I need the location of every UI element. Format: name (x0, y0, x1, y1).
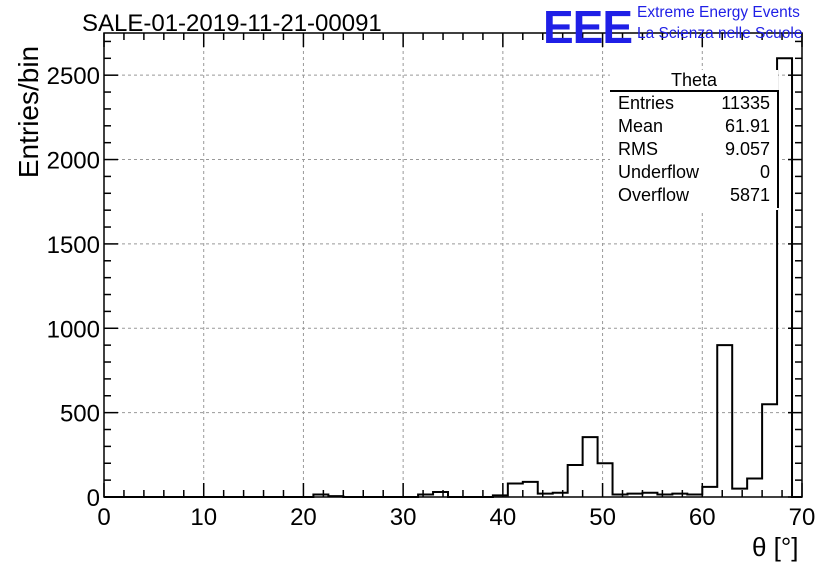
stats-row-rms: RMS 9.057 (618, 139, 770, 161)
stats-title-rule (610, 90, 778, 92)
stats-label: Entries (618, 93, 675, 113)
stats-value: 9.057 (724, 139, 770, 159)
stats-row-underflow: Underflow 0 (618, 162, 770, 184)
stats-value: 5871 (729, 185, 770, 205)
y-tick-label: 2500 (47, 63, 100, 90)
x-tick-label: 20 (290, 504, 317, 531)
stats-row-entries: Entries 11335 (618, 93, 770, 115)
grid-lines (104, 33, 802, 497)
x-tick-label: 40 (490, 504, 517, 531)
y-tick-label: 0 (87, 485, 100, 512)
stats-right-border (777, 90, 779, 208)
stats-value: 0 (759, 162, 770, 182)
stats-label: Underflow (618, 162, 700, 182)
y-axis-label: Entries/bin (13, 45, 44, 179)
logo-line-2: La Scienza nelle Scuole (637, 25, 803, 42)
stats-label: Overflow (618, 185, 690, 205)
y-tick-label: 1500 (47, 232, 100, 259)
x-tick-label: 50 (589, 504, 616, 531)
stats-value: 61.91 (724, 116, 770, 136)
x-tick-label: 0 (97, 504, 110, 531)
stats-box: Theta Entries 11335 Mean 61.91 RMS 9.057… (610, 70, 779, 210)
y-tick-label: 2000 (47, 148, 100, 175)
y-tick-label: 1000 (47, 316, 100, 343)
x-tick-label: 60 (689, 504, 716, 531)
stats-row-mean: Mean 61.91 (618, 116, 770, 138)
stats-value: 11335 (721, 93, 770, 113)
plot-frame (103, 32, 803, 498)
axis-tick-labels: 0 10 20 30 40 50 60 70 0 500 1000 1500 2000 2500 (47, 63, 816, 531)
stats-label: RMS (618, 139, 658, 159)
axis-ticks (103, 33, 803, 498)
logo-line-1: Extreme Energy Events (637, 4, 800, 21)
x-tick-label: 10 (190, 504, 217, 531)
chart-title: SALE-01-2019-11-21-00091 (82, 10, 382, 37)
x-axis-label: θ [°] (752, 532, 799, 562)
x-tick-label: 70 (789, 504, 816, 531)
stats-label: Mean (618, 116, 664, 136)
x-tick-label: 30 (390, 504, 417, 531)
y-tick-label: 500 (60, 401, 100, 428)
stats-title: Theta (670, 70, 718, 90)
eee-logo: EEE (543, 1, 633, 53)
stats-row-overflow: Overflow 5871 (618, 185, 770, 207)
